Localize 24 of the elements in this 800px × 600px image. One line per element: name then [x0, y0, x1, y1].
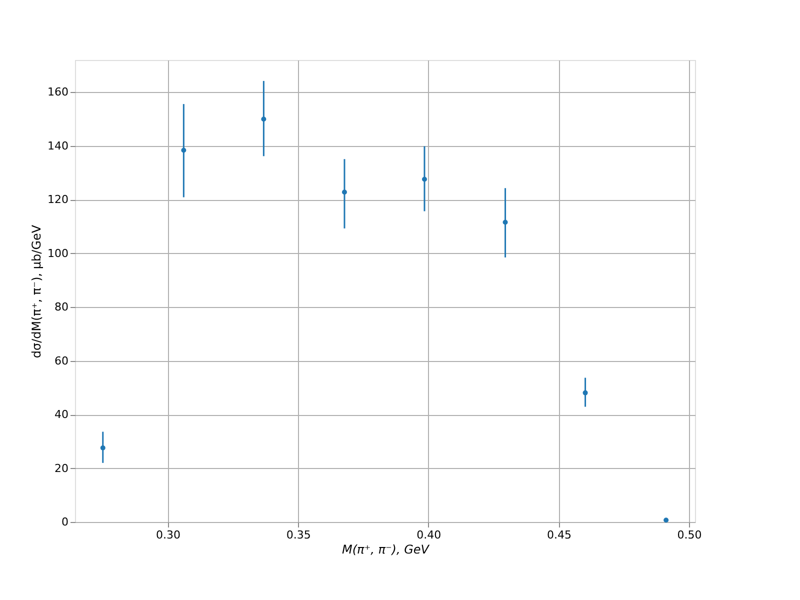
- point: [342, 190, 347, 195]
- point: [502, 220, 508, 225]
- x-tick-label: 0.50: [677, 528, 702, 542]
- point: [422, 176, 427, 182]
- point: [181, 148, 186, 153]
- y-tick-label: 20: [54, 462, 68, 475]
- y-axis-title: dσ/dM(π⁺, π⁻), μb/GeV: [30, 224, 44, 358]
- x-axis-title: M(π⁺, π⁻), GeV: [342, 542, 430, 556]
- y-tick-label: 0: [62, 516, 68, 528]
- y-tick-label: 160: [48, 86, 68, 99]
- point: [100, 445, 106, 450]
- x-tick-label: 0.30: [156, 528, 181, 542]
- point: [664, 518, 669, 523]
- point: [582, 390, 588, 396]
- y-tick-label: 40: [54, 408, 68, 422]
- y-tick-label: 120: [48, 193, 68, 206]
- y-tick-label: 60: [54, 354, 68, 368]
- y-tick-label: 80: [54, 300, 68, 314]
- y-tick-label: 100: [48, 246, 68, 260]
- x-tick-label: 0.40: [416, 528, 442, 542]
- point: [261, 116, 266, 122]
- y-tick-label: 140: [48, 139, 68, 152]
- x-tick-label: 0.35: [286, 528, 311, 542]
- x-tick-label: 0.45: [546, 528, 572, 542]
